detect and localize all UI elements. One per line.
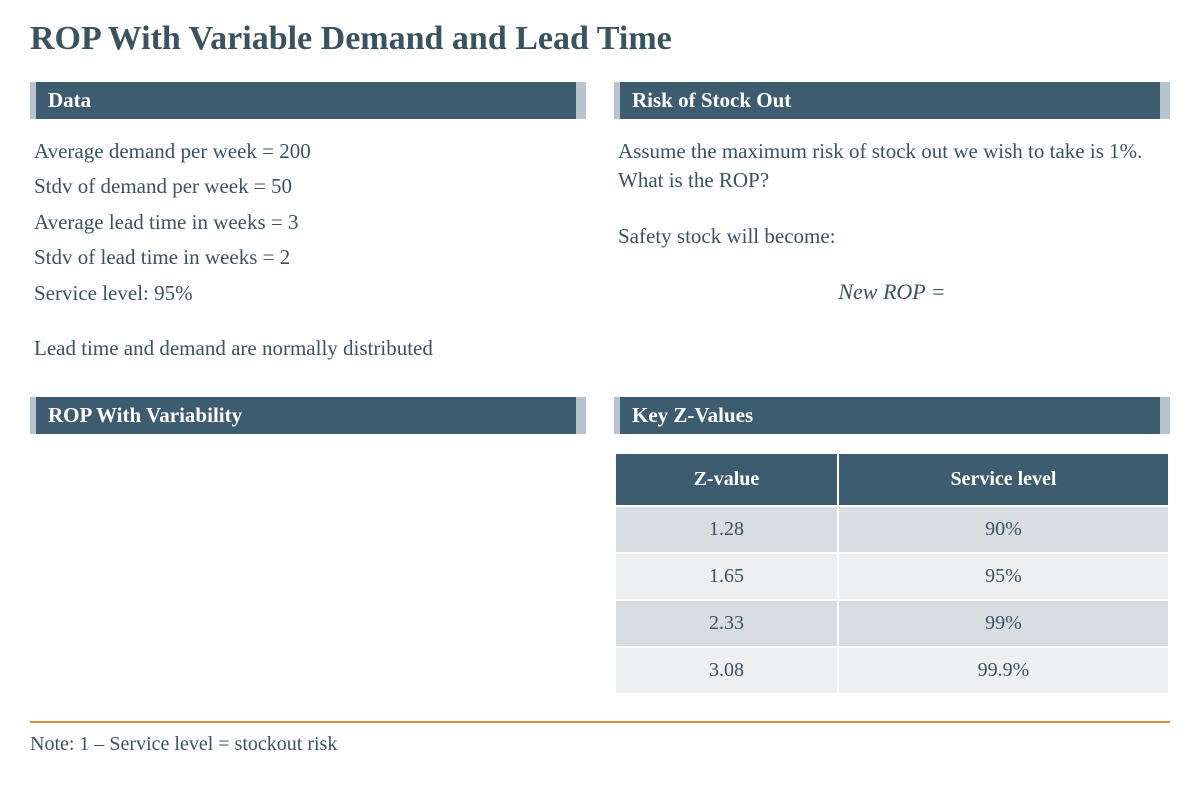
z-value-cell: 2.33 xyxy=(615,600,838,647)
section-data: Data Average demand per week = 200 Stdv … xyxy=(30,82,586,381)
table-row: 1.28 90% xyxy=(615,506,1169,553)
table-row: 2.33 99% xyxy=(615,600,1169,647)
data-body: Average demand per week = 200 Stdv of de… xyxy=(30,119,586,381)
zvalues-header: Key Z-Values xyxy=(614,397,1170,434)
footnote: Note: 1 – Service level = stockout risk xyxy=(30,733,1170,756)
data-line: Average lead time in weeks = 3 xyxy=(34,208,582,237)
z-value-cell: 1.28 xyxy=(615,506,838,553)
section-risk: Risk of Stock Out Assume the maximum ris… xyxy=(614,82,1170,381)
z-table: Z-value Service level 1.28 90% 1.65 95% … xyxy=(614,452,1170,695)
risk-line2: Safety stock will become: xyxy=(618,222,1166,251)
service-level-cell: 90% xyxy=(838,506,1169,553)
rop-body xyxy=(30,434,586,634)
data-line: Average demand per week = 200 xyxy=(34,137,582,166)
service-level-cell: 99% xyxy=(838,600,1169,647)
table-row: 3.08 99.9% xyxy=(615,647,1169,694)
footer-rule xyxy=(30,721,1170,723)
content-grid: Data Average demand per week = 200 Stdv … xyxy=(30,82,1170,695)
z-table-col-header: Service level xyxy=(838,453,1169,506)
data-line: Stdv of lead time in weeks = 2 xyxy=(34,243,582,272)
service-level-cell: 99.9% xyxy=(838,647,1169,694)
risk-body: Assume the maximum risk of stock out we … xyxy=(614,119,1170,326)
table-row: 1.65 95% xyxy=(615,553,1169,600)
rop-header: ROP With Variability xyxy=(30,397,586,434)
service-level-cell: 95% xyxy=(838,553,1169,600)
risk-header: Risk of Stock Out xyxy=(614,82,1170,119)
data-line: Service level: 95% xyxy=(34,279,582,308)
section-rop: ROP With Variability xyxy=(30,397,586,695)
z-table-col-header: Z-value xyxy=(615,453,838,506)
data-header: Data xyxy=(30,82,586,119)
data-line: Stdv of demand per week = 50 xyxy=(34,172,582,201)
z-value-cell: 1.65 xyxy=(615,553,838,600)
risk-formula: New ROP = xyxy=(618,277,1166,308)
risk-line1: Assume the maximum risk of stock out we … xyxy=(618,137,1166,196)
data-extra: Lead time and demand are normally distri… xyxy=(34,334,582,363)
page-title: ROP With Variable Demand and Lead Time xyxy=(30,20,1170,58)
z-value-cell: 3.08 xyxy=(615,647,838,694)
section-zvalues: Key Z-Values Z-value Service level 1.28 … xyxy=(614,397,1170,695)
